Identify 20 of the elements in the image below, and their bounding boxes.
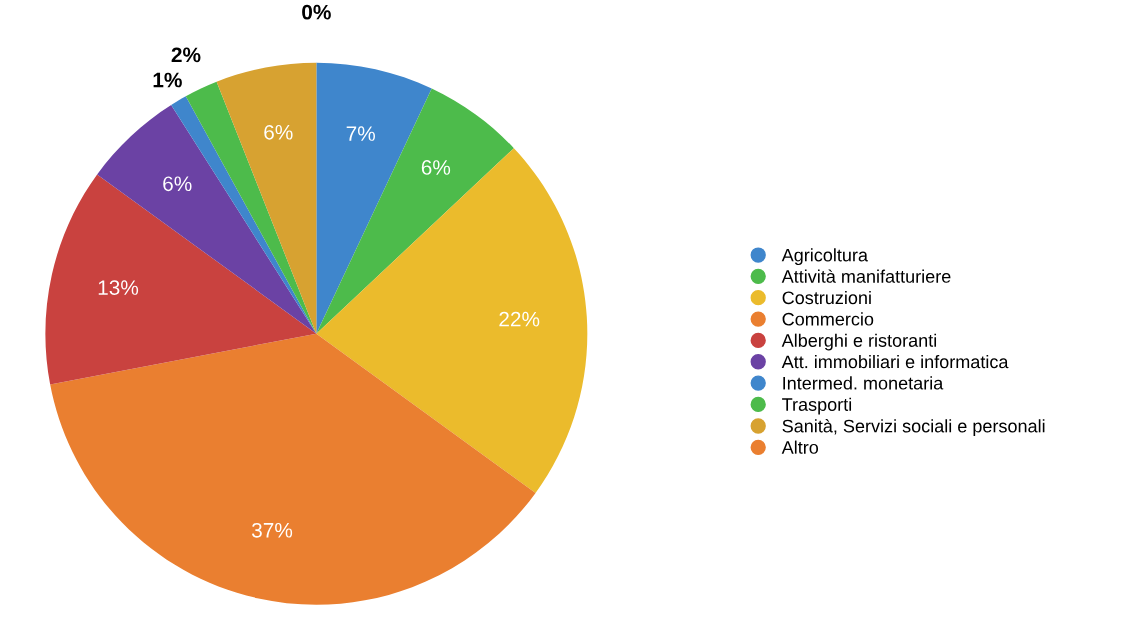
legend-label: Trasporti	[782, 397, 852, 415]
data-label: 6%	[421, 160, 451, 175]
legend-label: Sanità, Servizi sociali e personali	[782, 419, 1045, 437]
data-label: 2%	[171, 47, 201, 63]
data-label: 1%	[153, 72, 182, 88]
legend-label: Costruzioni	[782, 290, 871, 305]
data-label: 13%	[98, 280, 139, 295]
text: 0%	[302, 4, 331, 20]
legend-label: Alberghi e ristoranti	[781, 333, 937, 351]
legend-label: Agricoltura	[781, 248, 868, 266]
legend-label: Commercio	[782, 312, 874, 326]
legend-label: Att. immobiliari e informatica	[781, 354, 1009, 369]
data-label: 37%	[251, 522, 293, 538]
legend-label: Intermed. monetaria	[783, 376, 944, 390]
data-label: 7%	[346, 126, 375, 141]
legend-label: Altro	[781, 440, 819, 454]
data-label: 6%	[264, 124, 293, 140]
legend-label: Attività manifatturiere	[781, 269, 951, 283]
data-label: 22%	[499, 311, 540, 327]
data-label: 6%	[163, 176, 192, 192]
